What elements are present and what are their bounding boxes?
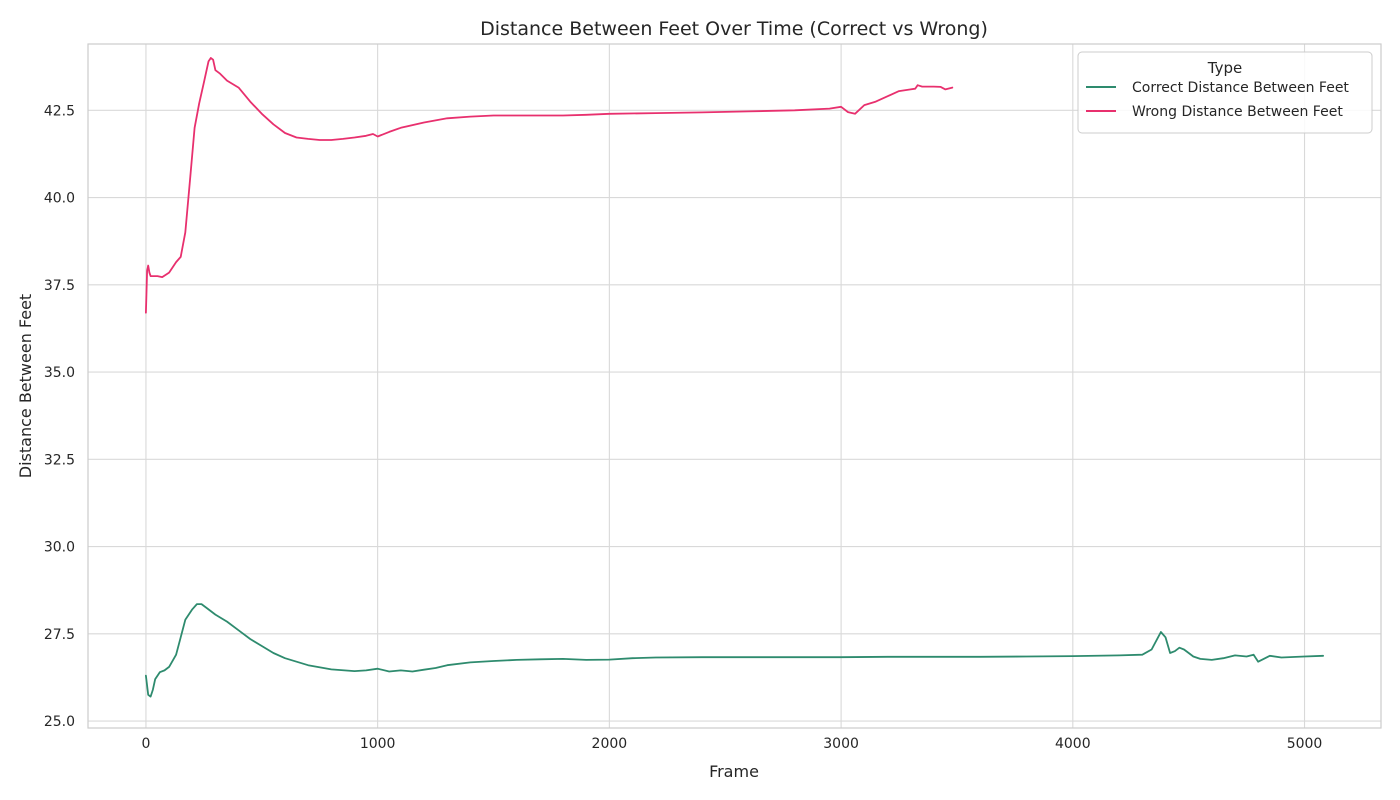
x-tick-label: 4000 xyxy=(1055,736,1091,752)
legend-items: Correct Distance Between Feet Wrong Dista… xyxy=(1086,80,1349,120)
legend: Type Correct Distance Between Feet Wrong … xyxy=(1077,51,1373,134)
grid xyxy=(88,44,1381,728)
plot-area xyxy=(88,44,1381,728)
y-tick-label: 25.0 xyxy=(44,714,75,730)
x-tick-label: 0 xyxy=(141,736,150,752)
x-tick-label: 1000 xyxy=(360,736,396,752)
y-tick-label: 32.5 xyxy=(44,452,75,468)
y-axis-title: Distance Between Feet xyxy=(16,294,35,478)
y-tick-label: 35.0 xyxy=(44,365,75,381)
series-layer xyxy=(144,57,1324,698)
y-tick-label: 30.0 xyxy=(44,540,75,556)
y-axis-ticks: 25.0 27.5 30.0 32.5 35.0 37.5 40.0 42.5 xyxy=(44,103,75,730)
x-tick-label: 5000 xyxy=(1287,736,1323,752)
chart-title: Distance Between Feet Over Time (Correct… xyxy=(480,18,988,40)
series-line-0 xyxy=(144,603,1324,698)
y-tick-label: 40.0 xyxy=(44,191,75,207)
legend-box xyxy=(1077,51,1373,134)
y-tick-label: 42.5 xyxy=(44,103,75,119)
y-tick-label: 27.5 xyxy=(44,627,75,643)
x-axis-ticks: 0 1000 2000 3000 4000 5000 xyxy=(141,736,1322,752)
plot-frame xyxy=(87,43,1382,729)
x-tick-label: 3000 xyxy=(823,736,859,752)
legend-label-0: Correct Distance Between Feet xyxy=(1132,80,1349,96)
legend-title: Type xyxy=(1207,59,1242,77)
x-axis-title: Frame xyxy=(709,762,759,781)
legend-label-1: Wrong Distance Between Feet xyxy=(1132,104,1343,120)
x-tick-label: 2000 xyxy=(592,736,628,752)
y-tick-label: 37.5 xyxy=(44,278,75,294)
series-line-1 xyxy=(144,57,954,314)
